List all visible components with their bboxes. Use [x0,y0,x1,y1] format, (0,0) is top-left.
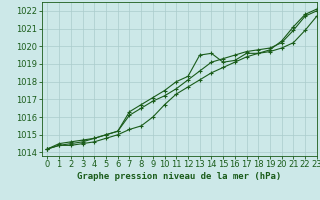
X-axis label: Graphe pression niveau de la mer (hPa): Graphe pression niveau de la mer (hPa) [77,172,281,181]
